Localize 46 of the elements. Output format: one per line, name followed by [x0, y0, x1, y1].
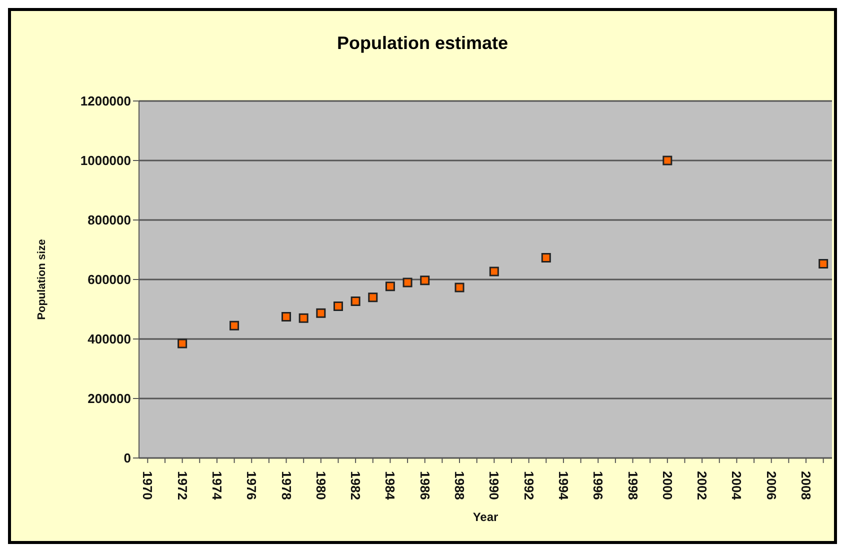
x-tick-label: 1988 — [452, 471, 468, 500]
y-tick-label: 1200000 — [80, 94, 131, 109]
x-tick-label: 2006 — [764, 471, 779, 500]
point — [316, 308, 326, 318]
y-tick-label: 200000 — [88, 391, 131, 406]
point — [298, 313, 308, 323]
x-tick-label: 1976 — [244, 471, 260, 500]
x-tick-label: 1972 — [174, 471, 190, 500]
point — [402, 278, 412, 288]
point — [541, 253, 551, 263]
point — [333, 302, 343, 312]
x-tick-label: 1990 — [486, 471, 502, 500]
x-tick-label: 2000 — [660, 471, 675, 500]
x-tick-label: 1982 — [348, 471, 364, 500]
y-tick-label: 400000 — [88, 332, 131, 347]
point — [368, 292, 378, 302]
x-tick-label: 1986 — [417, 471, 432, 500]
x-tick-label: 2002 — [694, 471, 710, 500]
point — [662, 156, 672, 166]
point — [489, 266, 499, 276]
point — [282, 312, 292, 322]
y-tick-label: 800000 — [88, 212, 131, 228]
x-tick-label: 1970 — [140, 471, 156, 500]
y-tick-label: 0 — [124, 450, 131, 466]
y-axis-title: Population size — [36, 239, 48, 320]
x-tick-label: 2004 — [729, 471, 744, 501]
point — [385, 282, 395, 292]
point — [230, 320, 240, 330]
x-tick-label: 2008 — [798, 471, 814, 500]
x-tick-label: 1994 — [556, 471, 571, 501]
point — [178, 338, 188, 348]
y-tick-label: 1000000 — [80, 153, 131, 168]
x-tick-label: 1980 — [313, 471, 328, 500]
y-tick-label: 600000 — [88, 272, 131, 288]
point — [454, 282, 464, 292]
point — [420, 276, 430, 286]
x-axis-title: Year — [472, 510, 499, 524]
x-tick-label: 1974 — [209, 471, 224, 501]
point — [818, 258, 828, 268]
x-tick-label: 1992 — [521, 471, 536, 500]
chart-title: Population estimate — [336, 33, 510, 54]
x-tick-label: 1996 — [590, 471, 606, 500]
x-tick-label: 1978 — [278, 471, 294, 500]
x-tick-label: 1984 — [382, 471, 398, 501]
point — [350, 296, 360, 306]
x-tick-label: 1998 — [625, 471, 640, 500]
